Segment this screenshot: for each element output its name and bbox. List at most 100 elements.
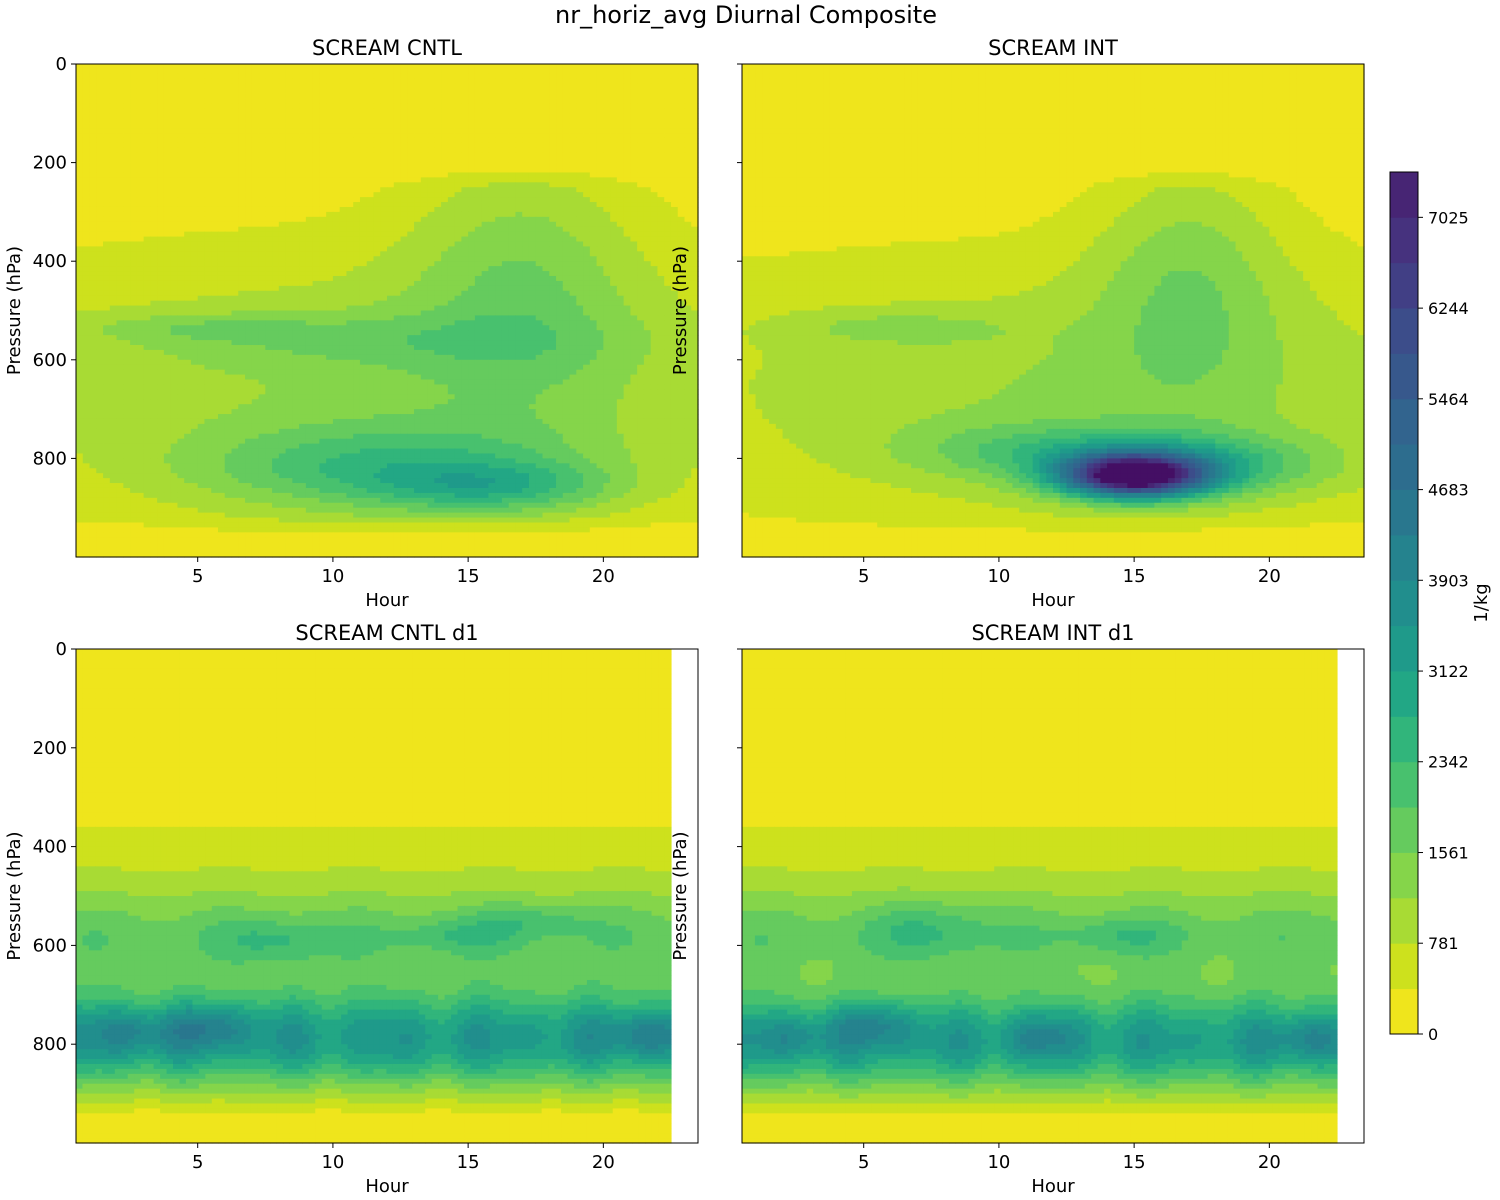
contour-cell bbox=[643, 206, 652, 213]
contour-cell bbox=[393, 295, 402, 302]
contour-cell bbox=[326, 73, 334, 80]
contour-cell bbox=[76, 216, 84, 223]
contour-cell bbox=[238, 118, 246, 124]
contour-cell bbox=[163, 241, 172, 248]
contour-cell bbox=[380, 271, 388, 277]
contour-cell bbox=[265, 152, 273, 159]
contour-cell bbox=[258, 280, 266, 287]
contour-cell bbox=[332, 142, 341, 149]
contour-cell bbox=[339, 261, 348, 267]
contour-cell bbox=[576, 221, 584, 228]
contour-cell bbox=[556, 157, 564, 164]
contour-cell bbox=[623, 103, 631, 109]
contour-cell bbox=[319, 236, 327, 243]
contour-cell bbox=[400, 157, 408, 164]
contour-cell bbox=[82, 157, 91, 164]
contour-cell bbox=[454, 315, 462, 321]
contour-cell bbox=[495, 211, 503, 218]
contour-cell bbox=[474, 167, 483, 174]
contour-cell bbox=[414, 83, 422, 90]
contour-cell bbox=[542, 275, 550, 282]
contour-cell bbox=[197, 64, 206, 70]
contour-cell bbox=[522, 231, 530, 238]
contour-cell bbox=[265, 221, 273, 228]
contour-cell bbox=[359, 271, 368, 277]
contour-cell bbox=[197, 256, 206, 262]
contour-cell bbox=[468, 197, 476, 203]
contour-cell bbox=[319, 315, 327, 321]
contour-cell bbox=[339, 187, 348, 193]
contour-cell bbox=[637, 206, 645, 213]
contour-cell bbox=[299, 285, 307, 292]
contour-cell bbox=[535, 142, 544, 149]
contour-cell bbox=[190, 64, 199, 70]
contour-cell bbox=[197, 93, 206, 100]
contour-cell bbox=[299, 73, 307, 80]
contour-cell bbox=[650, 133, 659, 139]
contour-cell bbox=[163, 68, 172, 75]
contour-cell bbox=[366, 266, 375, 272]
contour-cell bbox=[407, 68, 415, 75]
contour-cell bbox=[414, 113, 422, 119]
contour-cell bbox=[596, 64, 604, 70]
contour-cell bbox=[474, 177, 483, 183]
contour-cell bbox=[407, 216, 415, 223]
contour-cell bbox=[508, 182, 517, 188]
contour-cell bbox=[542, 211, 550, 218]
contour-cell bbox=[488, 241, 496, 248]
contour-cell bbox=[670, 285, 679, 292]
contour-cell bbox=[616, 187, 625, 193]
contour-cell bbox=[170, 93, 179, 100]
contour-cell bbox=[96, 98, 104, 105]
contour-cell bbox=[556, 93, 564, 100]
contour-cell bbox=[265, 251, 273, 257]
contour-cell bbox=[623, 83, 631, 90]
contour-cell bbox=[76, 192, 84, 198]
contour-cell bbox=[332, 157, 341, 164]
contour-cell bbox=[96, 187, 104, 193]
contour-cell bbox=[380, 305, 388, 312]
contour-cell bbox=[89, 78, 97, 85]
contour-cell bbox=[326, 310, 334, 317]
contour-cell bbox=[82, 162, 91, 169]
contour-cell bbox=[454, 167, 462, 174]
contour-cell bbox=[238, 157, 246, 164]
contour-cell bbox=[326, 113, 334, 119]
contour-cell bbox=[265, 64, 273, 70]
contour-cell bbox=[177, 182, 185, 188]
contour-cell bbox=[272, 261, 280, 267]
contour-cell bbox=[528, 192, 537, 198]
contour-cell bbox=[414, 221, 422, 228]
contour-cell bbox=[197, 123, 206, 129]
contour-cell bbox=[650, 103, 659, 109]
contour-cell bbox=[177, 172, 185, 178]
contour-cell bbox=[650, 231, 659, 238]
contour-cell bbox=[96, 206, 104, 213]
contour-cell bbox=[109, 325, 118, 331]
contour-cell bbox=[231, 197, 239, 203]
contour-cell bbox=[123, 152, 131, 159]
contour-cell bbox=[556, 83, 564, 90]
contour-cell bbox=[123, 216, 131, 223]
contour-cell bbox=[447, 73, 456, 80]
contour-cell bbox=[468, 206, 476, 213]
contour-cell bbox=[130, 251, 138, 257]
contour-cell bbox=[326, 187, 334, 193]
contour-cell bbox=[136, 280, 145, 287]
contour-cell bbox=[163, 182, 172, 188]
contour-cell bbox=[251, 192, 260, 198]
contour-cell bbox=[116, 162, 124, 169]
contour-cell bbox=[603, 128, 611, 134]
contour-cell bbox=[170, 123, 179, 129]
contour-cell bbox=[434, 192, 442, 198]
contour-cell bbox=[569, 206, 577, 213]
contour-cell bbox=[684, 192, 692, 198]
contour-cell bbox=[488, 300, 496, 307]
contour-cell bbox=[515, 295, 523, 302]
contour-cell bbox=[650, 275, 659, 282]
contour-cell bbox=[643, 221, 652, 228]
contour-cell bbox=[190, 83, 199, 90]
contour-cell bbox=[123, 315, 131, 321]
contour-cell bbox=[583, 64, 591, 70]
contour-cell bbox=[109, 103, 118, 109]
